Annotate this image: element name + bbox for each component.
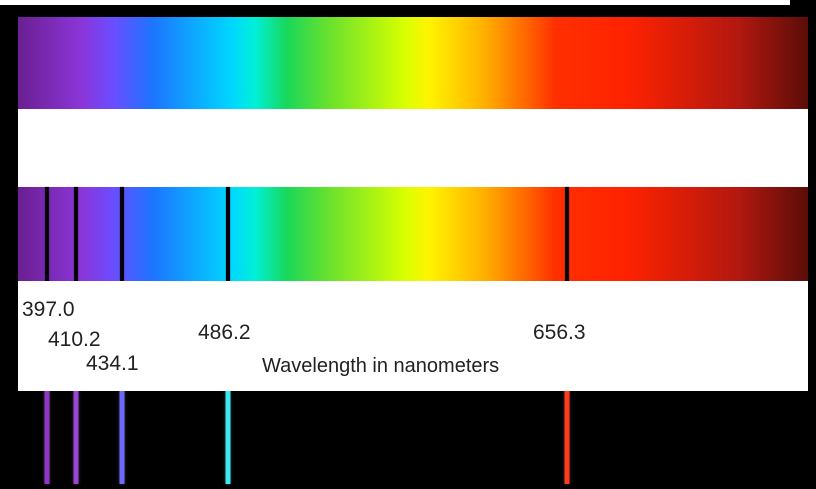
white-separator-band — [18, 109, 808, 187]
emission-line-656 — [564, 391, 570, 484]
wavelength-axis-title: Wavelength in nanometers — [262, 355, 500, 377]
absorption-line-397 — [45, 187, 49, 281]
wavelength-label-656: 656.3 — [533, 321, 586, 344]
continuous-spectrum-band — [18, 17, 808, 109]
bottom-white-strip — [0, 0, 790, 5]
absorption-line-486 — [226, 187, 230, 281]
absorption-line-656 — [565, 187, 569, 281]
emission-line-486 — [225, 391, 231, 484]
emission-line-397 — [44, 391, 50, 484]
wavelength-label-410: 410.2 — [48, 328, 101, 351]
wavelength-label-486: 486.2 — [198, 321, 251, 344]
absorption-spectrum-band — [18, 187, 808, 281]
absorption-line-410 — [74, 187, 78, 281]
wavelength-label-area: 397.0 410.2 434.1 486.2 656.3 Wavelength… — [18, 281, 808, 391]
absorption-line-434 — [120, 187, 124, 281]
wavelength-label-397: 397.0 — [22, 298, 75, 321]
emission-line-434 — [119, 391, 125, 484]
wavelength-label-434: 434.1 — [86, 352, 139, 375]
emission-spectrum-band — [18, 391, 808, 484]
emission-line-410 — [73, 391, 79, 484]
